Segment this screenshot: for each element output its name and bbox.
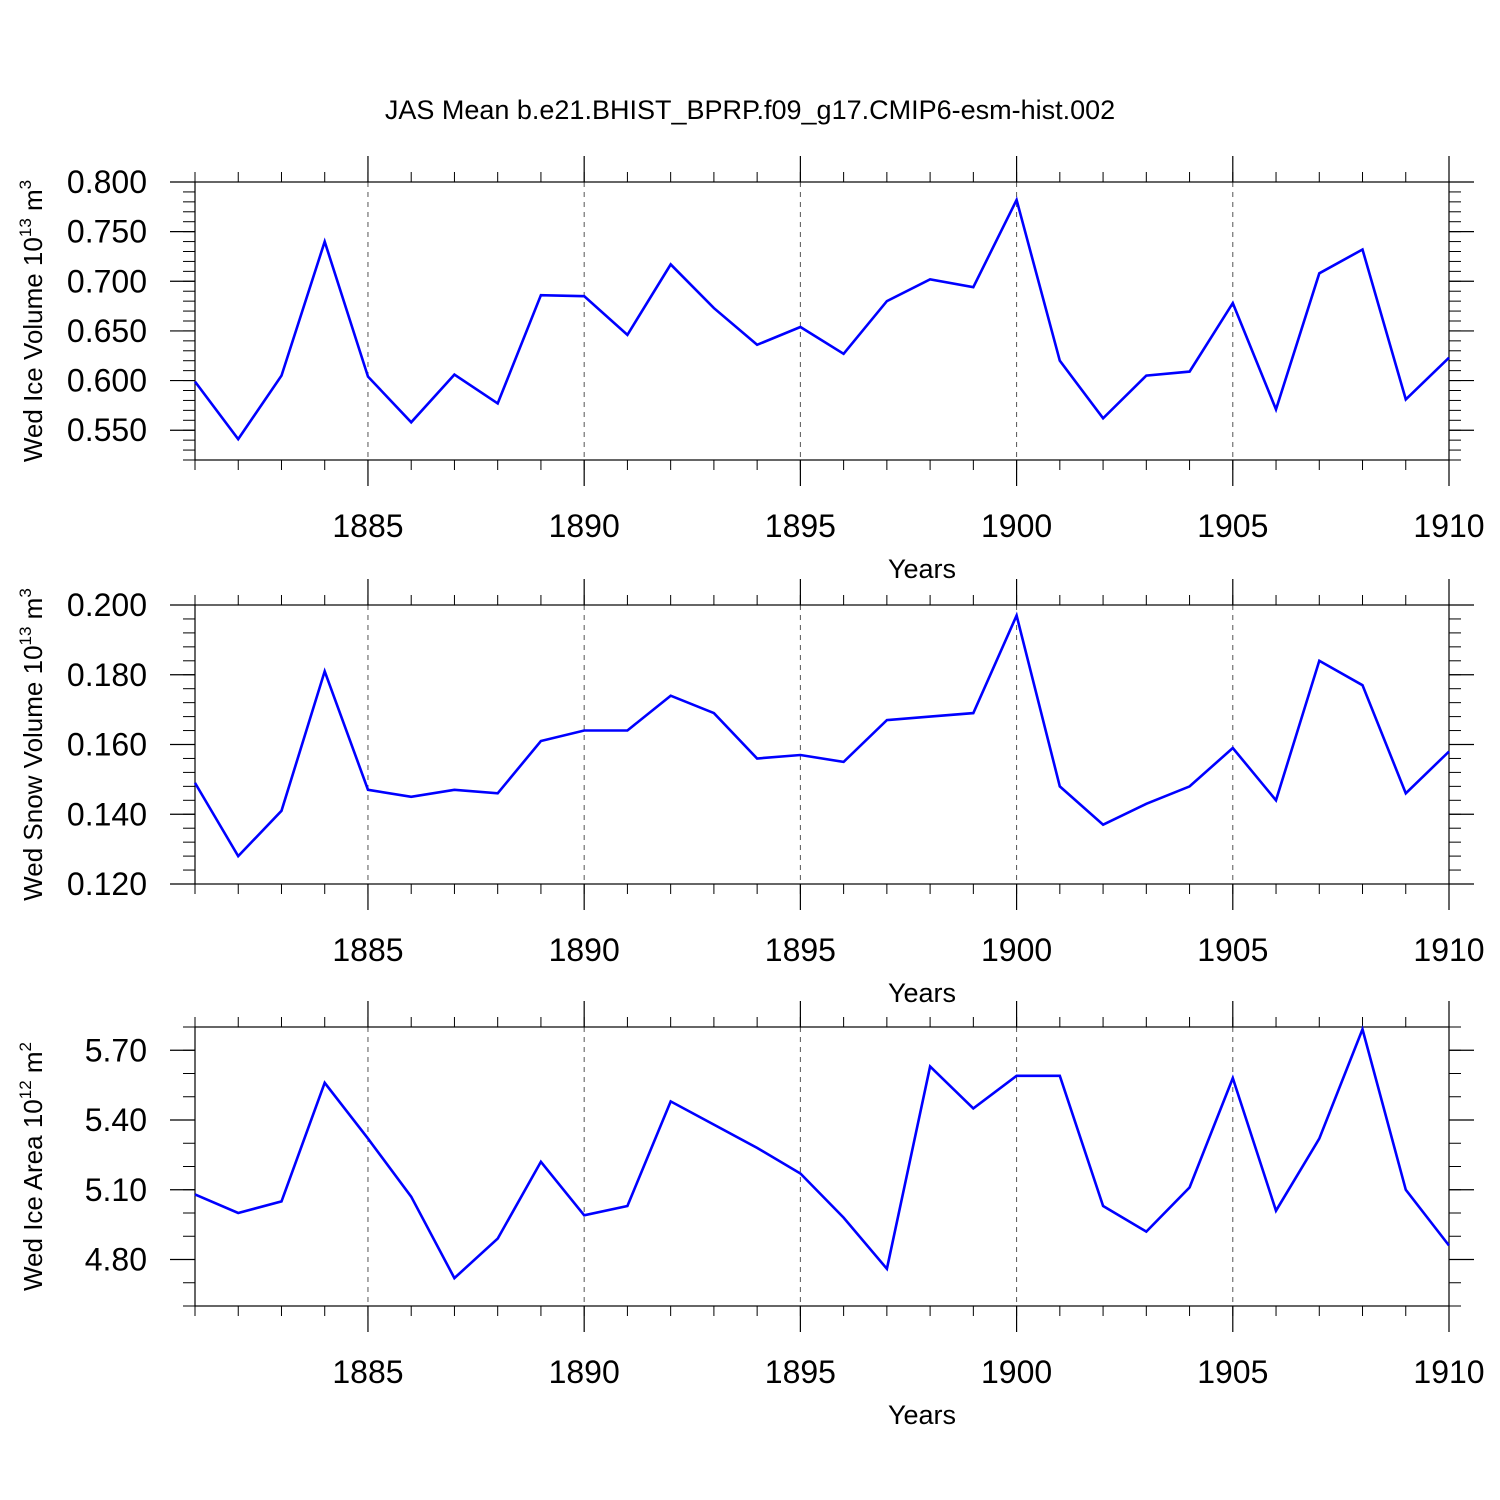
x-tick-label: 1905	[1197, 1354, 1268, 1390]
x-tick-label: 1890	[549, 508, 620, 544]
x-tick-label: 1910	[1413, 508, 1484, 544]
y-tick-label: 0.550	[67, 412, 147, 448]
series-line	[193, 196, 1450, 442]
x-tick-label: 1885	[332, 932, 403, 968]
y-tick-label: 0.600	[67, 363, 147, 399]
chart-title: JAS Mean b.e21.BHIST_BPRP.f09_g17.CMIP6-…	[385, 95, 1115, 125]
y-tick-label: 0.140	[67, 796, 147, 832]
y-tick-label: 0.120	[67, 866, 147, 902]
x-tick-label: 1905	[1197, 932, 1268, 968]
series-line	[194, 1025, 1451, 1281]
y-tick-label: 4.80	[85, 1242, 147, 1278]
y-tick-label: 0.180	[67, 657, 147, 693]
x-tick-label: 1900	[981, 508, 1052, 544]
y-tick-label: 5.40	[85, 1102, 147, 1138]
x-axis-label: Years	[888, 1400, 956, 1430]
x-tick-label: 1900	[981, 932, 1052, 968]
x-axis-label: Years	[888, 554, 956, 584]
y-tick-label: 0.700	[67, 263, 147, 299]
x-tick-label: 1895	[765, 1354, 836, 1390]
chart-panel-3: 1885 1890 1895 1900 1905 1910 Years 4.80 5.10 5.4…	[16, 1001, 1485, 1430]
x-tick-label: 1885	[332, 1354, 403, 1390]
x-tick-label: 1910	[1413, 932, 1484, 968]
chart-panel-2: 1885 1890 1895 1900 1905 1910 Years 0.120 0.140 0…	[16, 579, 1485, 1008]
x-axis-label: Years	[888, 978, 956, 1008]
y-tick-label: 0.200	[67, 587, 147, 623]
x-tick-label: 1890	[549, 1354, 620, 1390]
x-tick-label: 1900	[981, 1354, 1052, 1390]
series-line	[193, 611, 1450, 859]
y-axis-label: Wed Ice Area 1012 m2	[16, 1042, 48, 1291]
x-tick-label: 1905	[1197, 508, 1268, 544]
x-tick-label: 1890	[549, 932, 620, 968]
y-tick-label: 5.70	[85, 1032, 147, 1068]
y-tick-label: 5.10	[85, 1172, 147, 1208]
x-tick-label: 1895	[765, 508, 836, 544]
chart-panel-1: 1885 1890 1895 1900 1905 1910 Years 0.550 0.600 0…	[16, 156, 1485, 584]
x-tick-label: 1910	[1413, 1354, 1484, 1390]
y-tick-label: 0.650	[67, 313, 147, 349]
x-tick-label: 1895	[765, 932, 836, 968]
x-tick-label: 1885	[332, 508, 403, 544]
y-tick-label: 0.750	[67, 214, 147, 250]
y-tick-label: 0.160	[67, 727, 147, 763]
y-tick-label: 0.800	[67, 164, 147, 200]
plot-frame	[194, 181, 1450, 461]
y-axis-label: Wed Ice Volume 1013 m3	[16, 180, 48, 462]
y-axis-label: Wed Snow Volume 1013 m3	[16, 588, 48, 901]
plot-frame	[194, 604, 1450, 885]
